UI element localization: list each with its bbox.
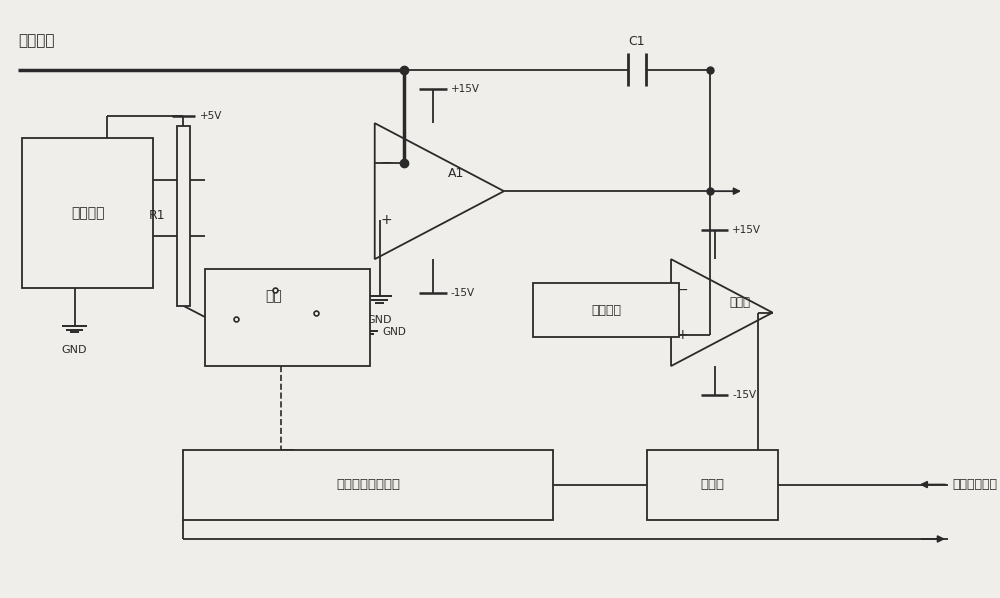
Text: 单稳态脉冲发生器: 单稳态脉冲发生器 <box>336 478 400 491</box>
Text: GND: GND <box>382 327 406 337</box>
Text: -15V: -15V <box>732 390 756 400</box>
Text: A1: A1 <box>448 167 464 180</box>
Text: 逻辑门: 逻辑门 <box>700 478 724 491</box>
Text: C1: C1 <box>629 35 645 48</box>
Text: −: − <box>677 283 688 297</box>
Text: +5V: +5V <box>200 111 222 121</box>
Text: 比较器: 比较器 <box>729 297 750 309</box>
Text: 阈值电压: 阈值电压 <box>591 304 621 317</box>
Text: -15V: -15V <box>451 288 475 298</box>
Bar <box>22 138 153 288</box>
Bar <box>183 450 553 520</box>
Text: GND: GND <box>367 315 392 325</box>
Text: 禁止时间信号: 禁止时间信号 <box>953 478 998 491</box>
Bar <box>533 283 679 337</box>
Text: R1: R1 <box>149 209 166 222</box>
Bar <box>205 269 370 366</box>
Bar <box>177 126 190 306</box>
Text: −: − <box>381 155 392 170</box>
Text: +: + <box>381 213 392 227</box>
Text: +: + <box>677 328 688 342</box>
Text: GND: GND <box>62 344 87 355</box>
Text: 开关: 开关 <box>266 289 282 303</box>
Text: +15V: +15V <box>451 84 480 94</box>
Text: 电压基准: 电压基准 <box>71 206 104 220</box>
Bar <box>647 450 778 520</box>
Text: +15V: +15V <box>732 225 761 235</box>
Text: 被测信号: 被测信号 <box>18 33 55 48</box>
